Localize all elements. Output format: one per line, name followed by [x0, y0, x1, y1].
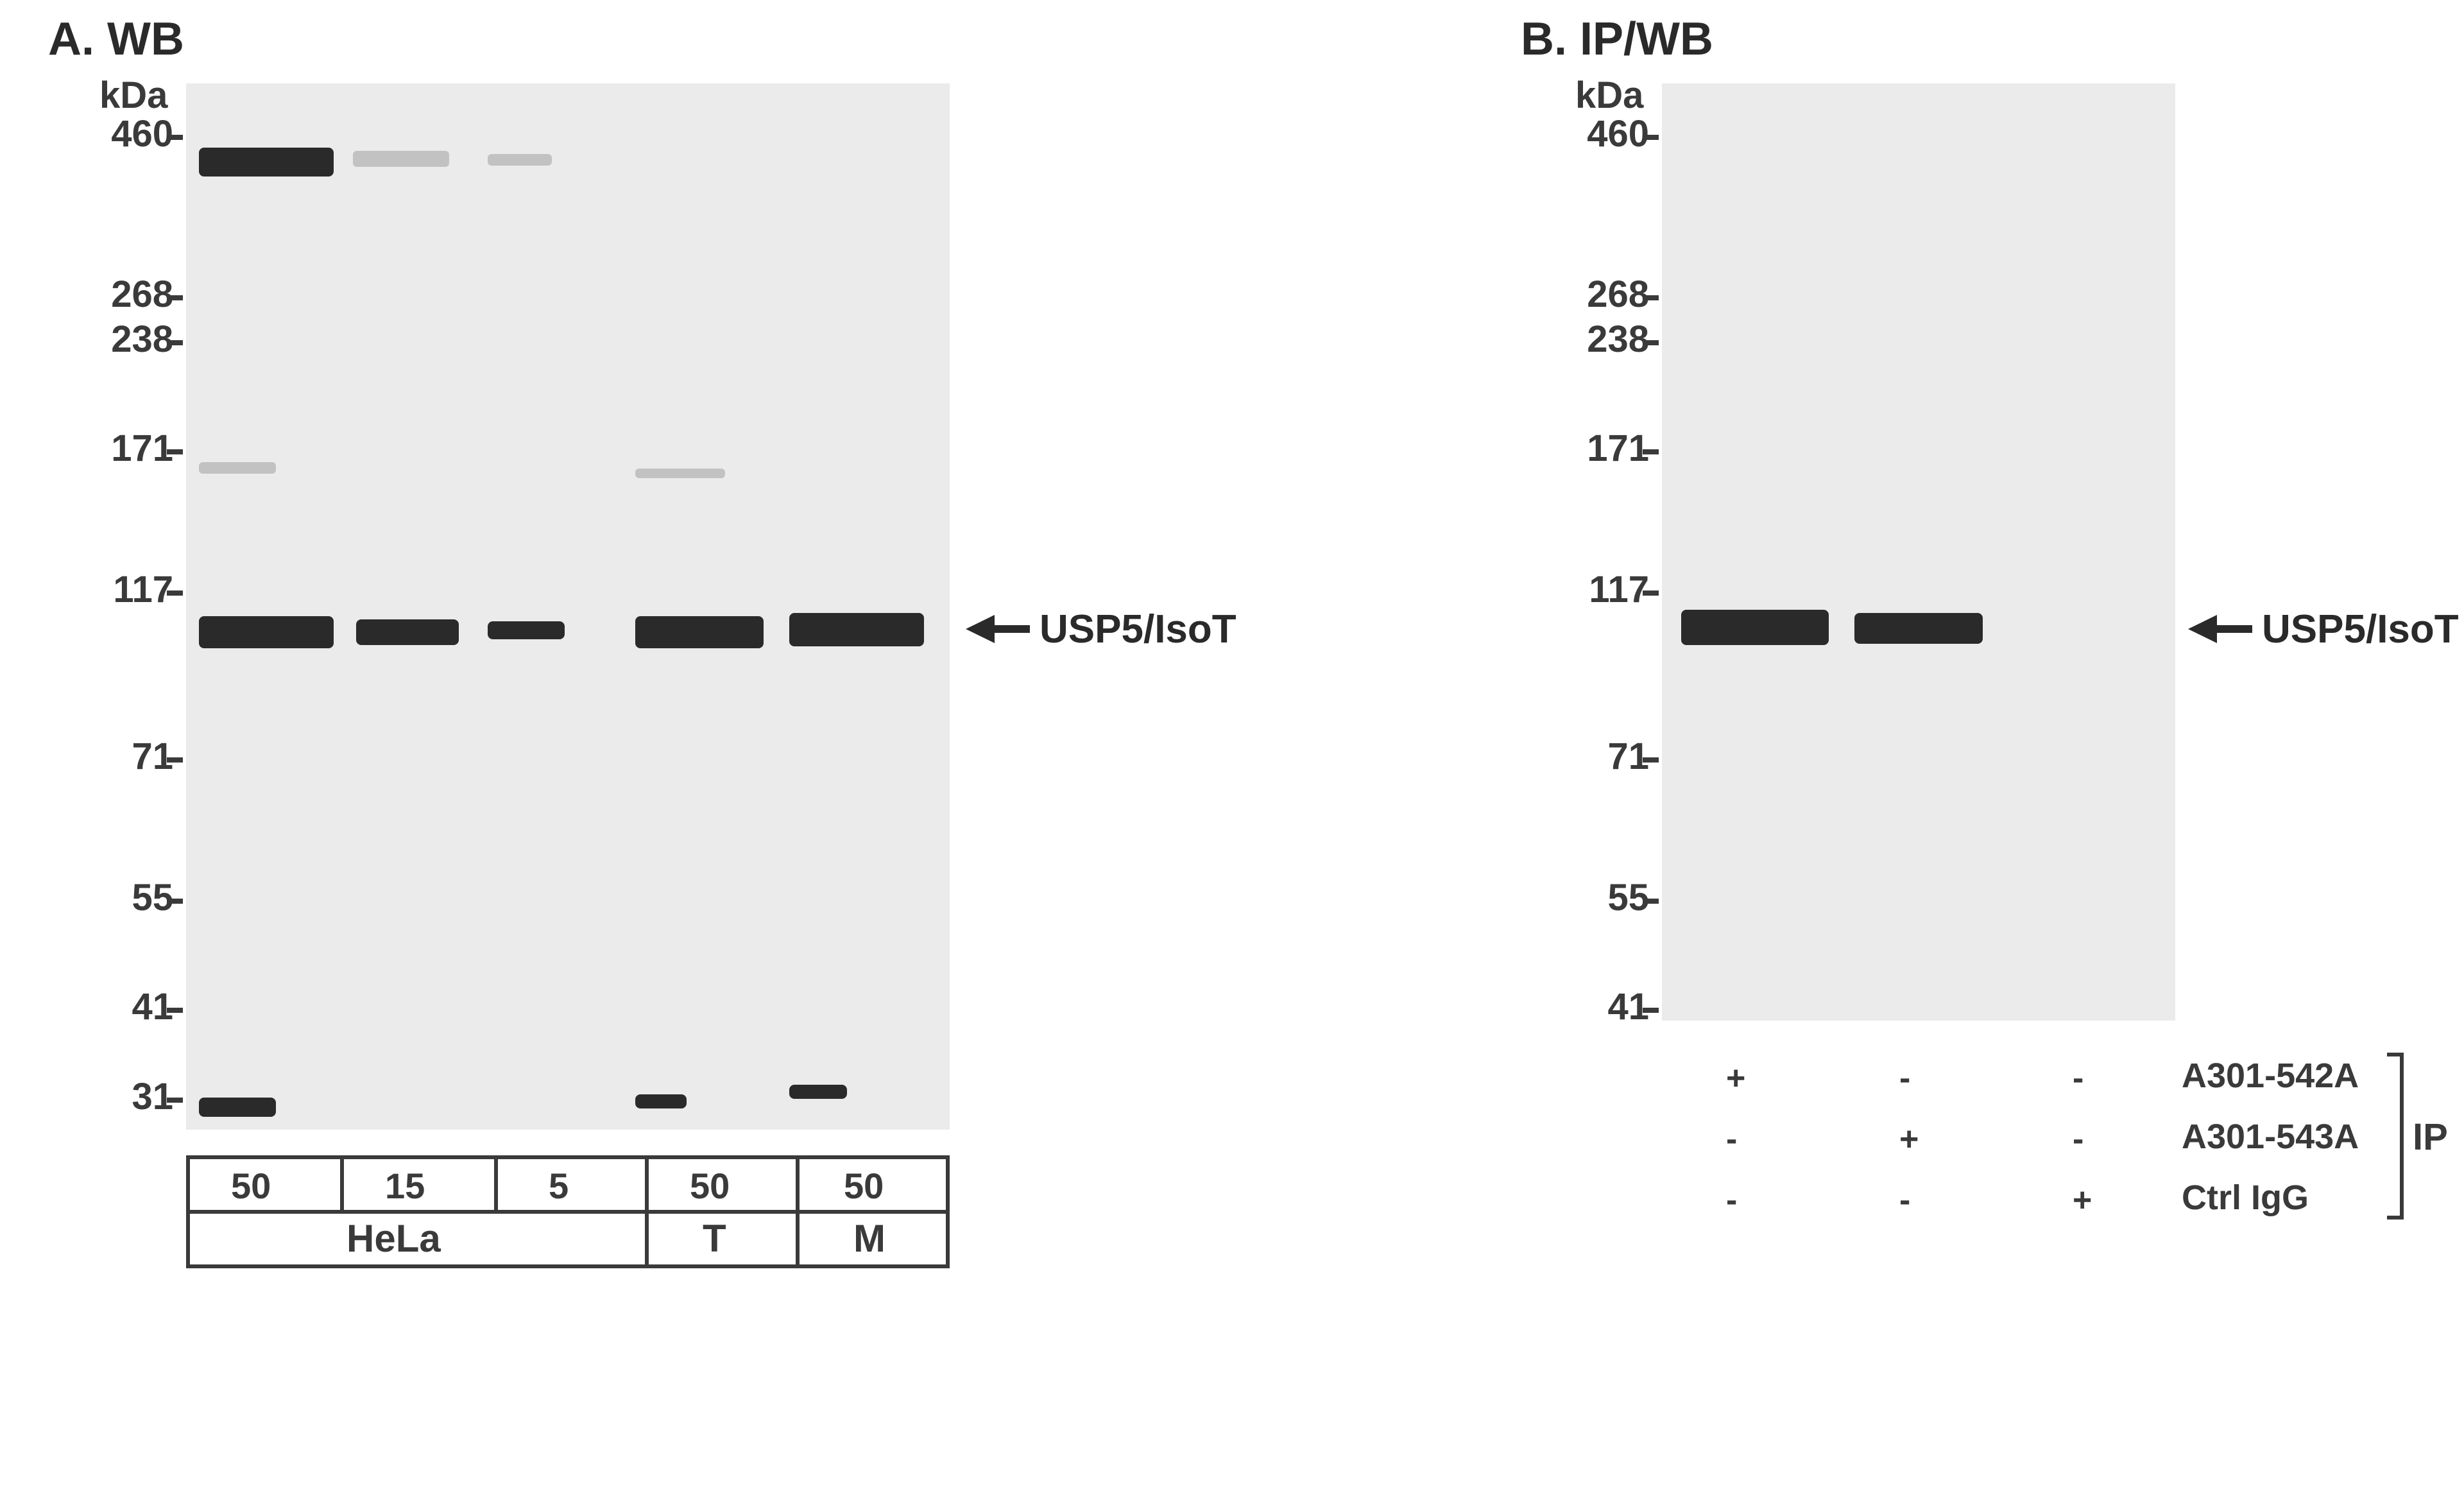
target-arrow-stem [2214, 625, 2252, 633]
ip-symbol: + [1899, 1120, 1919, 1159]
ip-symbol: - [2073, 1120, 2083, 1159]
panel-a-kda: kDa [99, 74, 167, 117]
marker-tick [1643, 591, 1659, 596]
blot-band [199, 1098, 276, 1117]
blot-band [488, 621, 565, 639]
marker-label: 71 [132, 735, 173, 778]
ip-antibody-label: A301-542A [2182, 1056, 2359, 1096]
target-arrow-stem [991, 625, 1030, 633]
marker-tick [167, 899, 183, 904]
lane-border [186, 1264, 950, 1268]
marker-tick [167, 295, 183, 300]
ip-symbol: - [2073, 1059, 2083, 1098]
marker-tick [167, 1098, 183, 1103]
marker-label: 268 [111, 273, 173, 316]
ip-symbol: - [1899, 1181, 1910, 1220]
blot-band [635, 1094, 687, 1108]
ip-symbol: + [2073, 1181, 2092, 1220]
ip-symbol: - [1726, 1120, 1737, 1159]
ip-symbol: - [1899, 1059, 1910, 1098]
marker-tick [167, 591, 183, 596]
sample-label: HeLa [346, 1216, 441, 1261]
lane-divider [946, 1155, 950, 1264]
marker-tick [1643, 1008, 1659, 1013]
marker-tick [1643, 449, 1659, 454]
marker-label: 460 [111, 112, 173, 155]
marker-tick [1643, 295, 1659, 300]
lane-divider [340, 1155, 344, 1210]
lane-amount: 50 [690, 1165, 730, 1207]
lane-amount: 50 [844, 1165, 884, 1207]
blot-band [199, 616, 334, 648]
marker-tick [1643, 899, 1659, 904]
ip-antibody-label: A301-543A [2182, 1117, 2359, 1157]
lane-divider [796, 1155, 800, 1264]
marker-label: 238 [1587, 318, 1649, 361]
ip-bracket-bot [2387, 1216, 2400, 1220]
panel-b-kda: kDa [1575, 74, 1643, 117]
sample-label: M [853, 1216, 886, 1261]
blot-band [199, 148, 334, 177]
marker-tick [167, 757, 183, 763]
sample-label: T [703, 1216, 726, 1261]
blot-band [789, 613, 924, 646]
marker-tick [1643, 757, 1659, 763]
marker-label: 268 [1587, 273, 1649, 316]
ip-bracket [2400, 1053, 2404, 1220]
marker-tick [167, 1008, 183, 1013]
marker-label: 71 [1607, 735, 1649, 778]
marker-label: 117 [1589, 568, 1649, 611]
panel-a-blot [186, 83, 950, 1130]
blot-band [635, 616, 764, 648]
blot-band [353, 151, 449, 167]
marker-label: 117 [113, 568, 173, 611]
target-protein-label: USP5/IsoT [1040, 607, 1236, 652]
lane-amount: 5 [549, 1165, 569, 1207]
lane-divider [645, 1155, 649, 1264]
blot-band [1854, 613, 1983, 644]
blot-band [789, 1085, 847, 1099]
lane-border [186, 1155, 950, 1159]
panel-a-label: A. WB [48, 13, 184, 65]
lane-divider [186, 1155, 190, 1264]
marker-label: 171 [111, 427, 173, 470]
ip-symbol: - [1726, 1181, 1737, 1220]
marker-label: 55 [132, 876, 173, 919]
target-arrow-icon [2188, 615, 2217, 643]
marker-label: 41 [132, 985, 173, 1028]
lane-amount: 15 [385, 1165, 425, 1207]
panel-b-blot [1662, 83, 2175, 1021]
marker-label: 460 [1587, 112, 1649, 155]
lane-border [186, 1210, 950, 1214]
marker-label: 41 [1607, 985, 1649, 1028]
ip-antibody-label: Ctrl IgG [2182, 1178, 2309, 1218]
target-protein-label: USP5/IsoT [2262, 607, 2459, 652]
blot-band [356, 619, 459, 645]
lane-divider [494, 1155, 498, 1210]
marker-label: 171 [1587, 427, 1649, 470]
marker-tick [167, 340, 183, 345]
ip-symbol: + [1726, 1059, 1745, 1098]
marker-label: 238 [111, 318, 173, 361]
lane-amount: 50 [231, 1165, 271, 1207]
marker-tick [1643, 135, 1659, 140]
marker-tick [167, 449, 183, 454]
blot-band [199, 462, 276, 474]
ip-label: IP [2413, 1116, 2448, 1159]
marker-label: 55 [1607, 876, 1649, 919]
marker-tick [1643, 340, 1659, 345]
blot-band [635, 469, 725, 478]
marker-label: 31 [132, 1075, 173, 1118]
blot-band [1681, 610, 1829, 645]
target-arrow-icon [966, 615, 995, 643]
marker-tick [167, 135, 183, 140]
ip-bracket-top [2387, 1053, 2400, 1056]
panel-b-label: B. IP/WB [1521, 13, 1713, 65]
blot-band [488, 154, 552, 166]
